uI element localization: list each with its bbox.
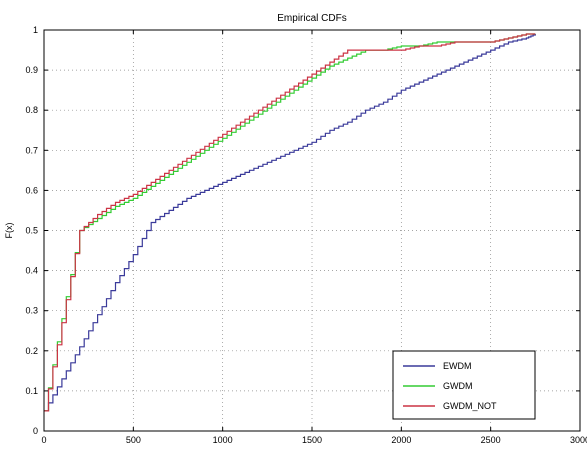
y-tick-label: 0.6: [25, 185, 38, 195]
x-tick-label: 1000: [213, 435, 233, 445]
y-tick-label: 1: [33, 25, 38, 35]
x-tick-label: 2000: [391, 435, 411, 445]
x-tick-label: 0: [41, 435, 46, 445]
y-tick-label: 0.1: [25, 386, 38, 396]
y-tick-label: 0.4: [25, 266, 38, 276]
x-tick-label: 2500: [481, 435, 501, 445]
legend-label: GWDM_NOT: [443, 401, 497, 411]
x-tick-label: 1500: [302, 435, 322, 445]
y-tick-label: 0.5: [25, 226, 38, 236]
grid: [44, 30, 580, 431]
series-line-ewdm: [44, 34, 536, 412]
y-tick-label: 0.3: [25, 306, 38, 316]
y-tick-label: 0.2: [25, 346, 38, 356]
legend-label: GWDM: [443, 381, 473, 391]
chart-title: Empirical CDFs: [277, 13, 346, 24]
y-tick-label: 0: [33, 426, 38, 436]
legend-label: EWDM: [443, 361, 472, 371]
y-tick-label: 0.8: [25, 105, 38, 115]
y-tick-label: 0.9: [25, 65, 38, 75]
series-layer: [44, 33, 536, 412]
legend-box: [392, 350, 536, 420]
legend: EWDM GWDM GWDM_NOT: [392, 350, 536, 420]
y-tick-label: 0.7: [25, 145, 38, 155]
series-line-gwdm: [44, 33, 536, 412]
series-line-gwdm-not: [44, 33, 536, 412]
y-axis-label: F(x): [4, 223, 14, 239]
x-tick-label: 500: [126, 435, 141, 445]
